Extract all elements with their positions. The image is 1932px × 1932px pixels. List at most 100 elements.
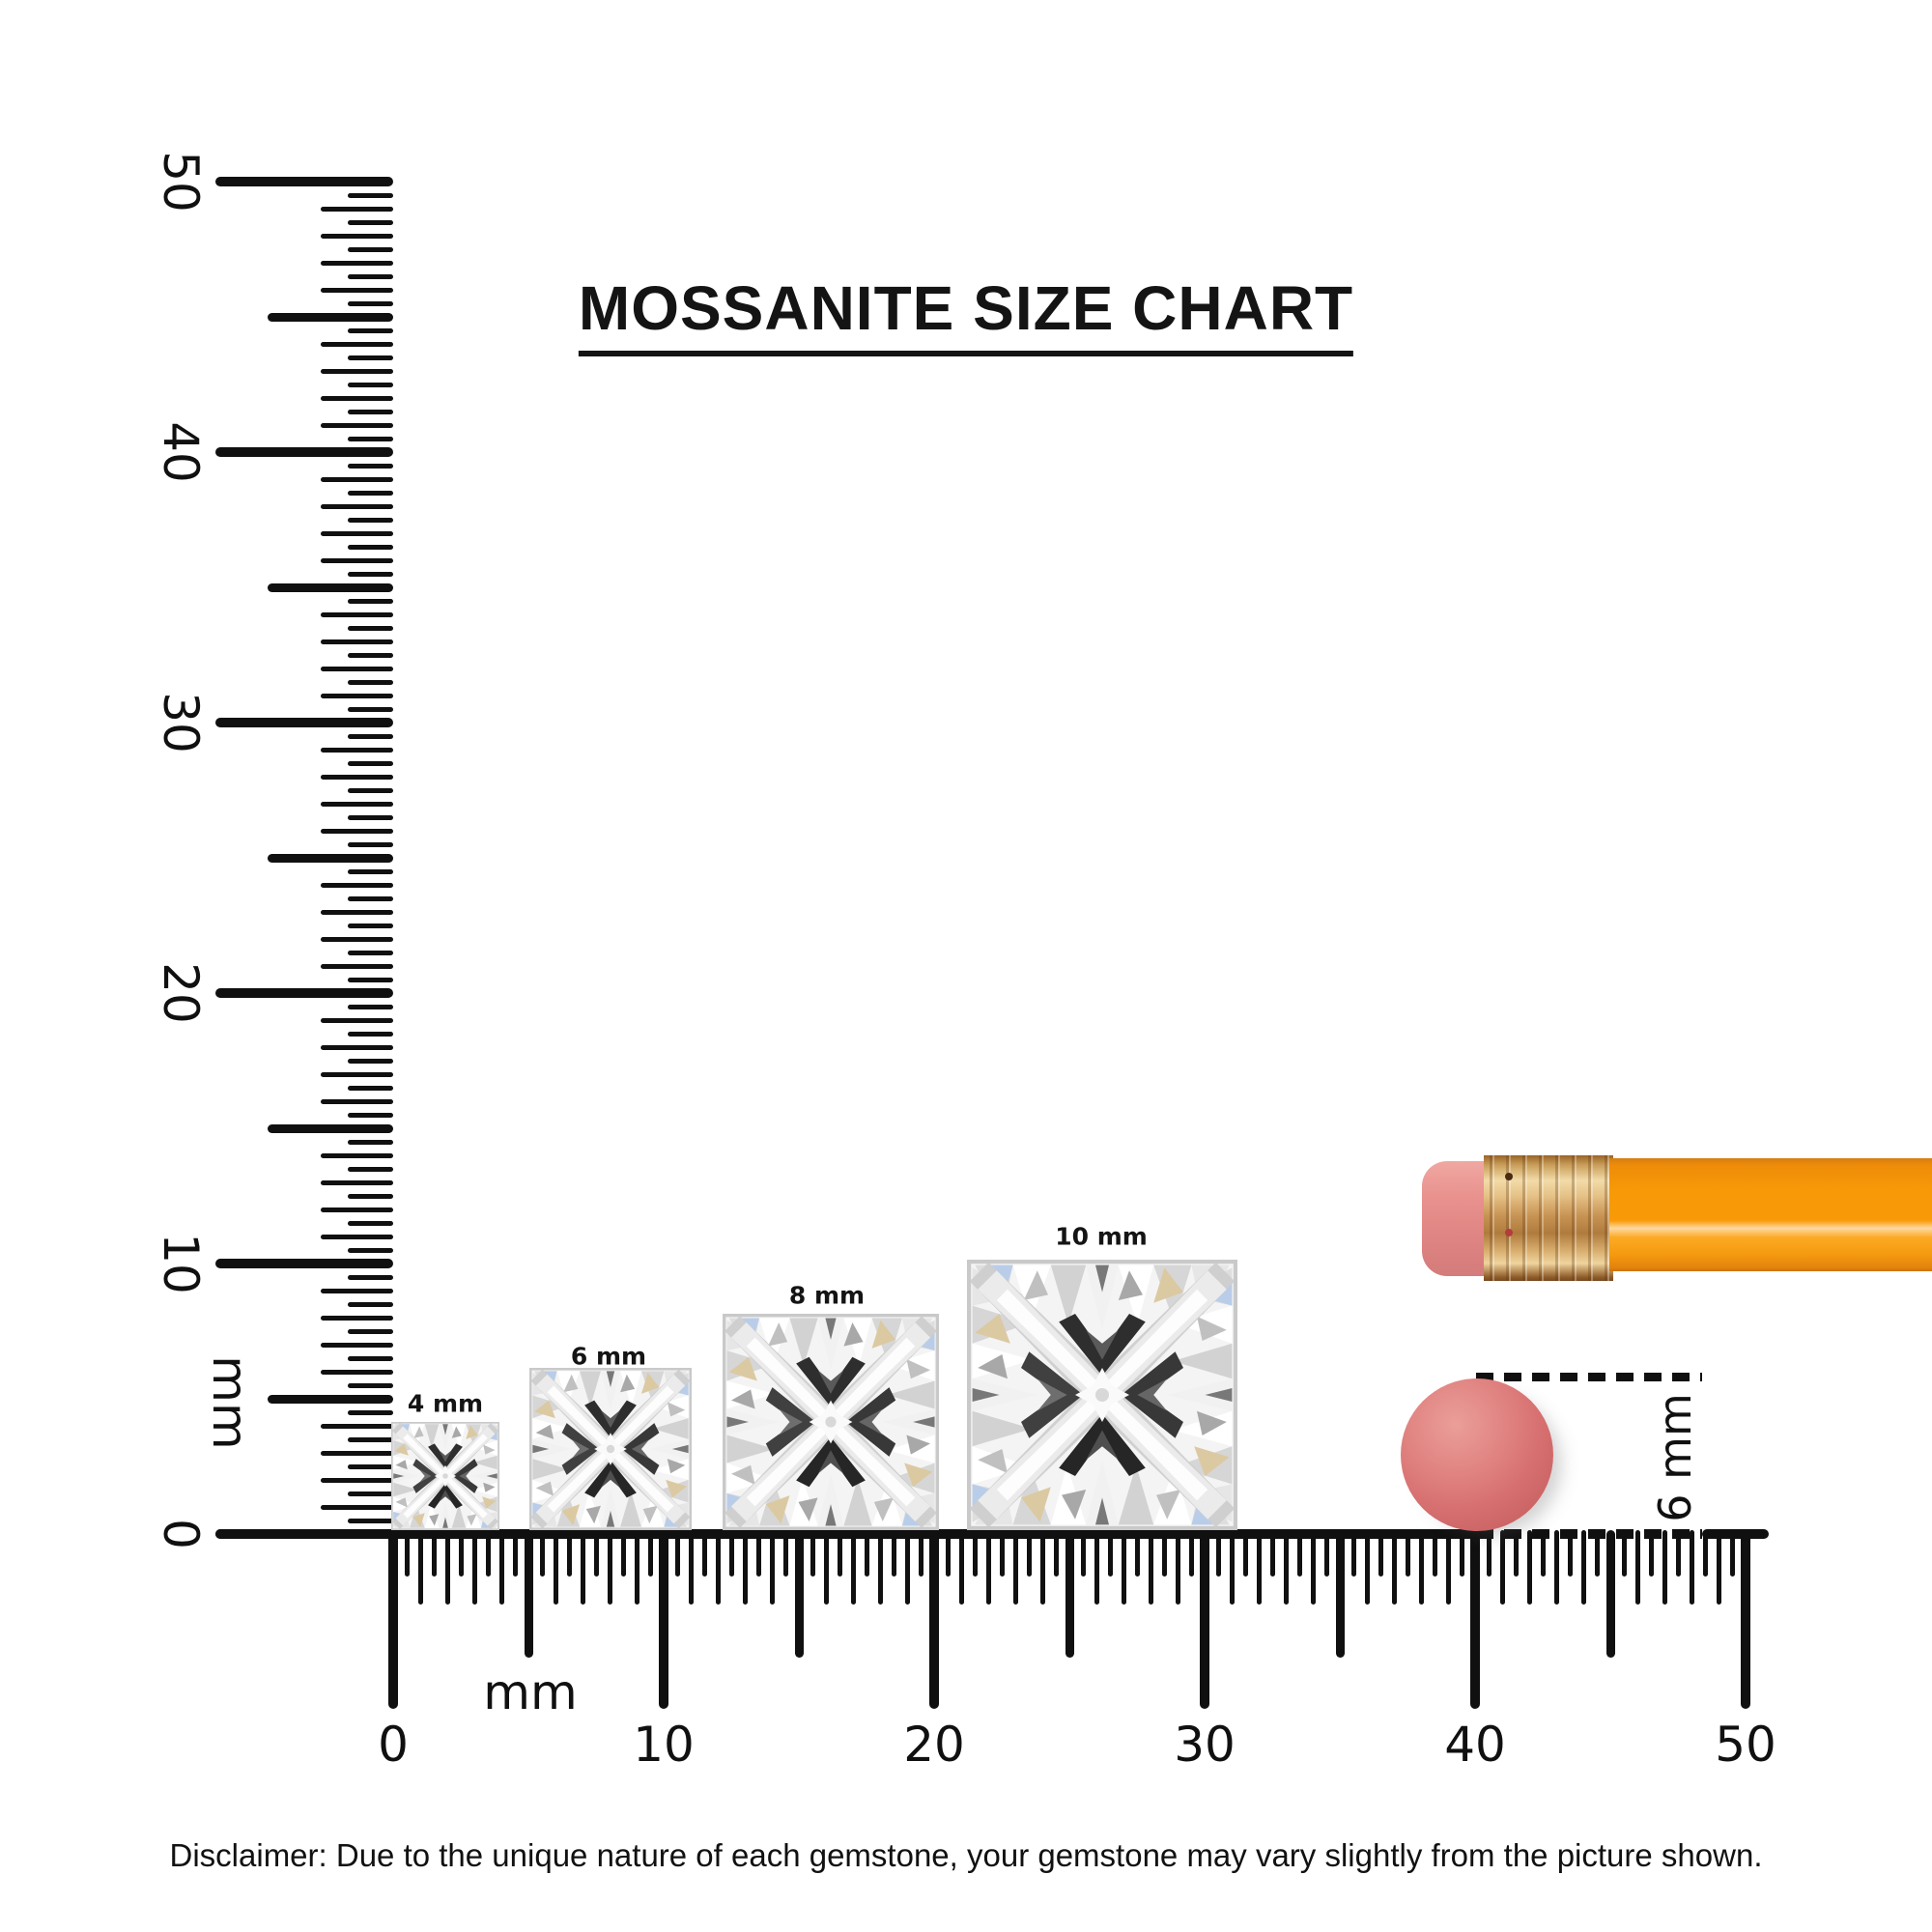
v-ruler-tick [321,639,393,644]
h-ruler-tick [1229,1530,1235,1605]
v-ruler-tick [215,447,393,457]
v-ruler-tick [348,1436,393,1442]
v-ruler-tick [321,422,393,428]
ruler-baseline-end [1702,1529,1769,1539]
v-ruler-tick [348,273,393,279]
v-ruler-tick [348,1301,393,1307]
v-ruler-tick [348,1355,393,1361]
ferrule-rivet-dot [1505,1229,1513,1236]
v-ruler-tick [268,1394,393,1404]
v-ruler-tick [348,1193,393,1199]
h-ruler-tick [1080,1530,1086,1577]
v-ruler-tick [321,611,393,617]
v-ruler-tick [321,206,393,212]
v-ruler-tick [321,666,393,671]
pencil-body [1609,1158,1932,1271]
ferrule-rivet-dot [1505,1173,1513,1180]
gem-image [723,1314,939,1530]
h-ruler-tick [1553,1530,1559,1605]
h-ruler-tick [1256,1530,1262,1605]
h-ruler-tick [1094,1530,1099,1605]
v-ruler-tick [321,882,393,888]
v-ruler-tick [321,341,393,347]
disclaimer-text: Disclaimer: Due to the unique nature of … [169,1837,1763,1873]
h-ruler-tick [607,1530,612,1605]
v-ruler-tick [321,1369,393,1375]
h-ruler-tick [929,1530,939,1709]
v-ruler-tick [348,1328,393,1334]
v-ruler-tick [348,814,393,820]
h-ruler-tick [498,1530,504,1605]
v-ruler-tick [348,517,393,523]
v-ruler-tick [348,625,393,631]
h-ruler-tick [810,1530,815,1577]
v-ruler-tick [348,598,393,604]
h-ruler-tick [1335,1530,1345,1658]
gem-10mm [967,1260,1237,1530]
v-ruler-tick [348,463,393,469]
h-ruler-tick [850,1530,856,1605]
v-ruler-tick [348,436,393,441]
h-ruler-tick [1310,1530,1316,1605]
v-ruler-tick [321,530,393,536]
measure-dash-line-top [1476,1373,1702,1381]
v-ruler-tick [348,409,393,414]
v-ruler-tick [321,747,393,753]
h-ruler-tick [1107,1530,1113,1577]
h-ruler-tick [1161,1530,1167,1577]
v-ruler-tick [348,1058,393,1064]
h-ruler-tick [404,1530,410,1577]
v-ruler-tick [321,503,393,509]
h-ruler-tick [715,1530,721,1605]
gem-image [391,1422,499,1530]
h-ruler-tick [553,1530,558,1605]
v-ruler-tick [321,936,393,942]
h-ruler-tick [458,1530,464,1577]
h-ruler-tick [769,1530,775,1605]
v-ruler-tick [321,557,393,563]
v-ruler-tick [348,544,393,550]
ruler-baseline [215,1529,1476,1539]
v-ruler-tick [348,1274,393,1280]
h-ruler-tick [1716,1530,1721,1605]
v-ruler-tick [215,988,393,998]
h-ruler-tick [1148,1530,1153,1605]
h-ruler-tick [1513,1530,1519,1577]
h-ruler-number-0: 0 [378,1717,409,1773]
v-ruler-tick [321,801,393,807]
h-ruler-tick [1053,1530,1059,1577]
h-ruler-tick [1200,1530,1209,1709]
v-ruler-tick [321,1504,393,1510]
h-ruler-tick [1729,1530,1735,1577]
gem-image [529,1368,692,1530]
v-ruler-tick [348,1463,393,1469]
h-ruler-tick [701,1530,707,1577]
h-ruler-tick [877,1530,883,1605]
v-ruler-tick [321,260,393,266]
gem-4mm [391,1422,499,1530]
gem-size-label-4mm: 4 mm [407,1389,484,1418]
h-ruler-tick [1323,1530,1329,1577]
v-ruler-tick [348,1220,393,1226]
h-ruler-tick [1499,1530,1505,1605]
gem-size-label-6mm: 6 mm [570,1342,647,1371]
v-ruler-tick [321,828,393,834]
v-ruler-tick [321,963,393,969]
gem-image [967,1260,1237,1530]
h-ruler-tick [1741,1530,1750,1709]
h-ruler-tick [1702,1530,1708,1577]
v-ruler-tick [321,1315,393,1321]
eraser-circle [1401,1378,1553,1531]
eraser-diameter-label: 6 mm [1649,1393,1701,1522]
v-ruler-tick [348,841,393,847]
v-ruler-tick [348,490,393,496]
h-ruler-tick [1215,1530,1221,1577]
v-ruler-tick [321,368,393,374]
v-ruler-tick [348,706,393,712]
h-ruler-tick [837,1530,842,1577]
h-ruler-tick [1662,1530,1667,1605]
v-ruler-tick [348,327,393,333]
h-ruler-tick [972,1530,978,1577]
